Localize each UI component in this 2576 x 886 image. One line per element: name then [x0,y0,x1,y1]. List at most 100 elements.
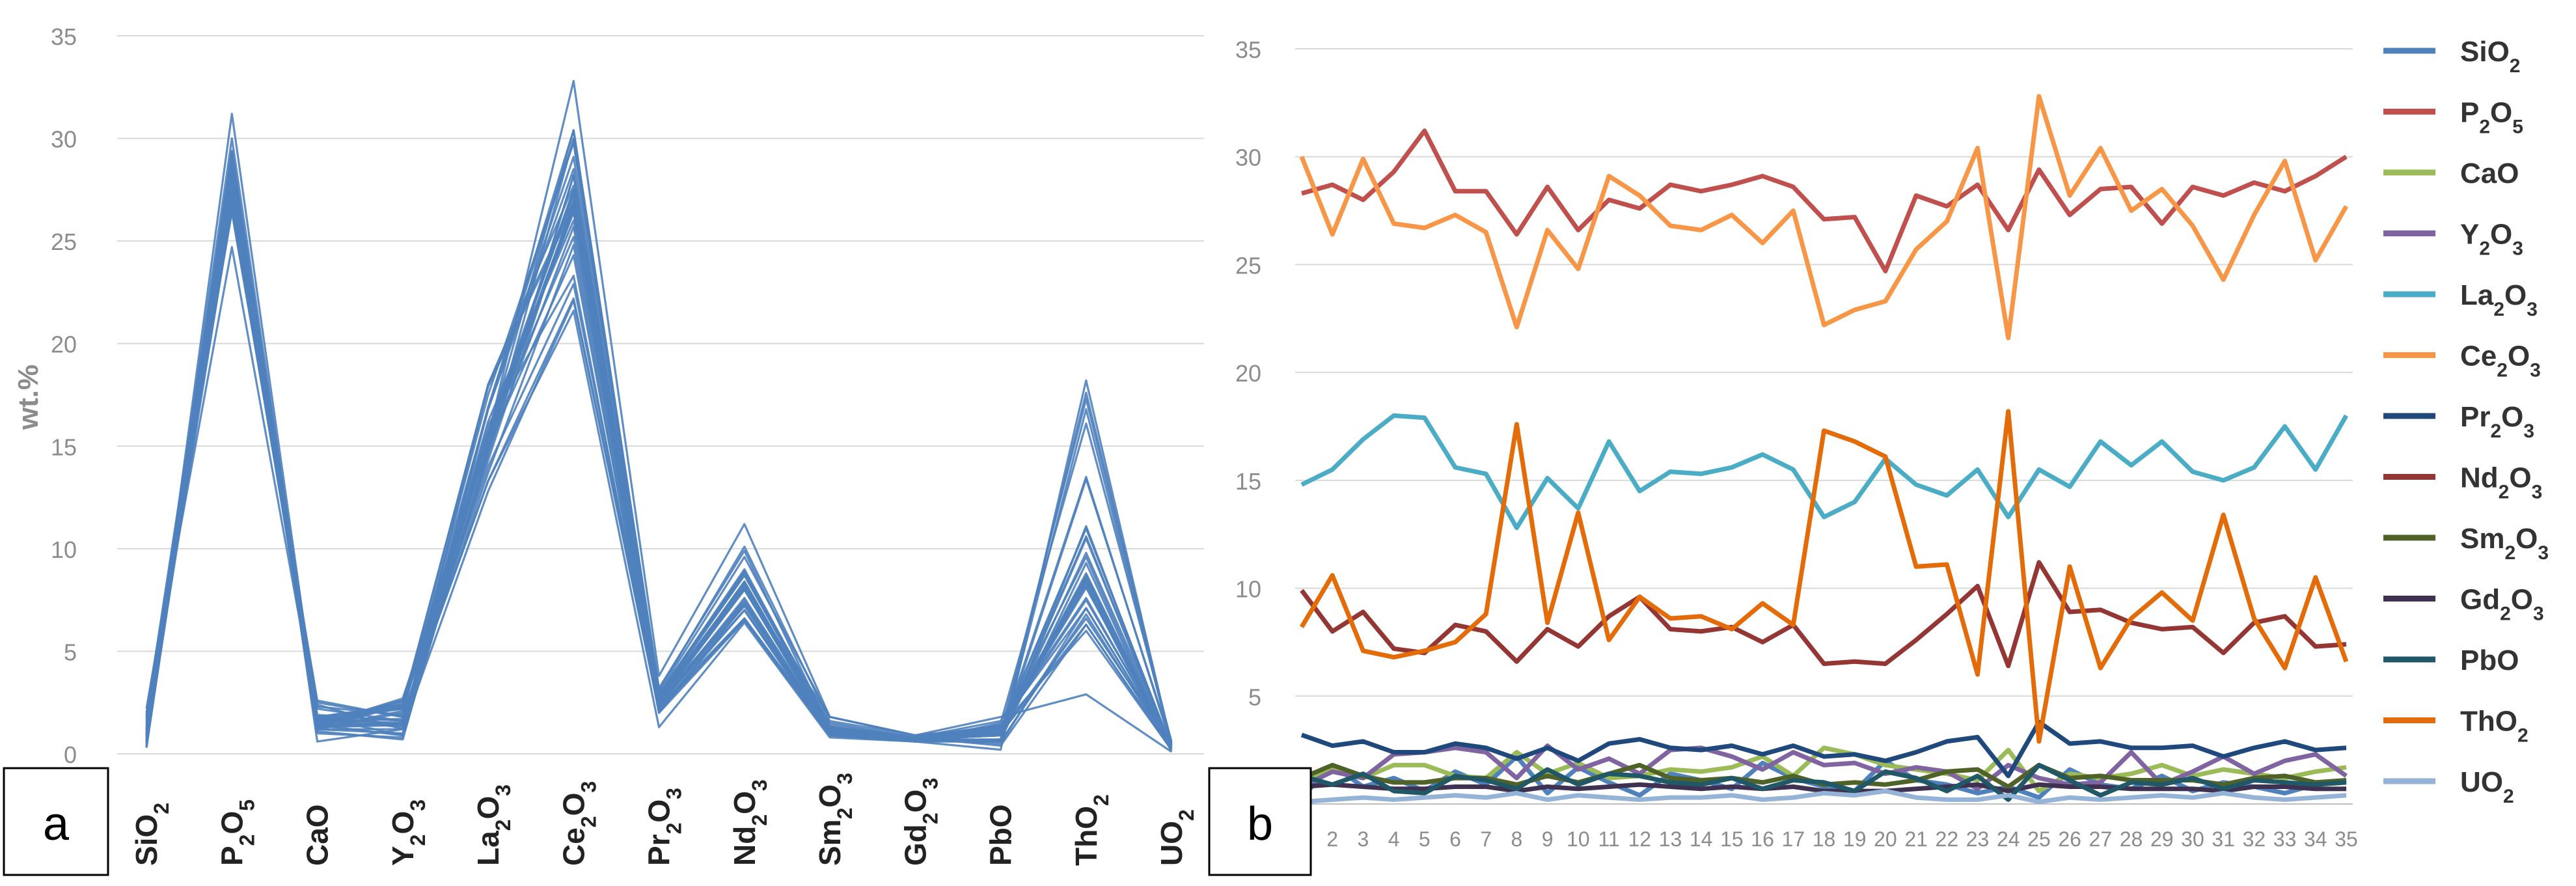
x-tick-label: Pr2O3 [642,788,686,866]
panel-a-label-box [3,767,109,876]
x-tick-label: 28 [2120,827,2143,851]
x-tick-label: 18 [1813,827,1836,851]
panel-a-x-tick-labels: SiO2 P2O5 CaO Y2O3 La2O3 Ce2O3 Pr2O3 Nd2O3 Sm2O3… [130,773,1198,866]
x-tick-label: 10 [1567,827,1590,851]
analysis-line [145,163,1173,747]
x-tick-label: La2O3 [471,784,515,866]
analysis-line [145,79,1172,753]
series-line-PbO [1301,762,2347,802]
x-tick-label: 8 [1511,827,1523,851]
y-tick-label: 20 [1235,360,1261,387]
x-tick-label: CaO [301,804,335,866]
x-tick-label: UO2 [1155,809,1198,866]
x-tick-label: 14 [1690,827,1713,851]
y-tick-label: 30 [51,126,77,153]
y-tick-label: 10 [51,536,77,563]
legend-label-Sm2O3: Sm2O3 [2460,523,2549,564]
x-tick-label: 27 [2089,827,2113,851]
x-tick-label: 29 [2150,827,2174,851]
legend-label-P2O5: P2O5 [2460,97,2523,138]
x-tick-label: 31 [2212,827,2235,851]
x-tick-label: 16 [1751,827,1774,851]
x-tick-label: 3 [1358,827,1369,851]
legend-label-La2O3: La2O3 [2460,279,2538,320]
x-tick-label: 25 [2027,827,2051,851]
x-tick-label: 6 [1449,827,1461,851]
series-line-Nd2O3 [1300,560,2347,669]
x-tick-label: 30 [2181,827,2204,851]
y-tick-label: 25 [51,228,77,255]
analysis-line [145,207,1173,751]
x-tick-label: 21 [1904,827,1928,851]
y-tick-label: 35 [51,23,77,50]
panel-b-label-box [1208,767,1312,876]
x-tick-label: PbO [984,804,1018,866]
x-tick-label: 32 [2243,827,2266,851]
panel-b-gridlines [1295,48,2353,805]
x-tick-label: 9 [1542,827,1554,851]
series-line-Ce2O3 [1299,94,2349,340]
panel-a-lines [145,79,1173,753]
panel-a-y-axis-label: wt.% [12,365,44,430]
x-tick-label: 19 [1843,827,1867,851]
x-tick-label: 7 [1480,827,1492,851]
panel-b-x-tick-labels: 1234567891011121314151617181920212223242… [1296,827,2358,851]
y-tick-label: 30 [1235,145,1261,171]
x-tick-label: ThO2 [1069,794,1113,866]
x-tick-label: P2O5 [215,799,258,866]
y-tick-label: 5 [1248,684,1261,710]
x-tick-label: Gd2O3 [898,778,942,866]
panel-a: 0 5 10 15 20 25 30 35 wt.% SiO2 P2O5 CaO Y2O3 La2O3… [3,23,1204,876]
y-tick-label: 0 [64,741,77,768]
x-tick-label: 15 [1720,827,1744,851]
x-tick-label: 33 [2273,827,2297,851]
x-tick-label: 22 [1936,827,1959,851]
x-tick-label: 20 [1874,827,1897,851]
analysis-line [145,174,1173,744]
series-line-Pr2O3 [1300,719,2347,779]
legend-label-Gd2O3: Gd2O3 [2460,584,2544,625]
legend-label-Nd2O3: Nd2O3 [2460,462,2542,503]
y-tick-label: 15 [1235,468,1261,495]
x-tick-label: 23 [1966,827,1990,851]
x-tick-label: 2 [1326,827,1338,851]
panel-b-legend: SiO2 P2O5 CaO Y2O3 La2O3 Ce2O3 Pr2O3 Nd2O3 Sm2O3… [2383,36,2549,807]
analysis-line [145,168,1173,747]
legend-label-UO2: UO2 [2460,766,2514,807]
x-tick-label: 34 [2304,827,2327,851]
x-tick-label: SiO2 [130,803,173,866]
legend-label-CaO: CaO [2460,158,2519,189]
panel-a-gridlines [117,35,1204,754]
panel-b-label: b [1247,798,1273,850]
panel-a-label: a [43,798,70,850]
x-tick-label: Y2O3 [386,799,430,866]
panel-a-y-ticks: 0 5 10 15 20 25 30 35 [51,23,77,768]
x-tick-label: 4 [1388,827,1400,851]
x-tick-label: 5 [1419,827,1431,851]
legend-label-Pr2O3: Pr2O3 [2460,401,2534,442]
y-tick-label: 20 [51,331,77,358]
x-tick-label: Ce2O3 [556,781,600,866]
analysis-line [145,156,1173,749]
series-line-La2O3 [1300,413,2349,531]
y-tick-label: 25 [1235,252,1261,279]
analysis-line [145,137,1173,747]
y-tick-label: 10 [1235,576,1261,603]
x-tick-label: 24 [1997,827,2020,851]
x-tick-label: Nd2O3 [728,779,771,866]
series-line-P2O5 [1301,128,2348,273]
legend-label-ThO2: ThO2 [2460,706,2528,747]
x-tick-label: 12 [1628,827,1651,851]
analysis-line [145,156,1173,749]
series-line-UO2 [1301,788,2347,805]
x-tick-label: 17 [1781,827,1805,851]
legend-label-Ce2O3: Ce2O3 [2460,340,2541,381]
y-tick-label: 5 [64,639,77,665]
analysis-line [145,113,1173,749]
x-tick-label: 35 [2335,827,2358,851]
x-tick-label: Sm2O3 [813,773,856,866]
x-tick-label: 13 [1659,827,1682,851]
y-tick-label: 15 [51,434,77,460]
